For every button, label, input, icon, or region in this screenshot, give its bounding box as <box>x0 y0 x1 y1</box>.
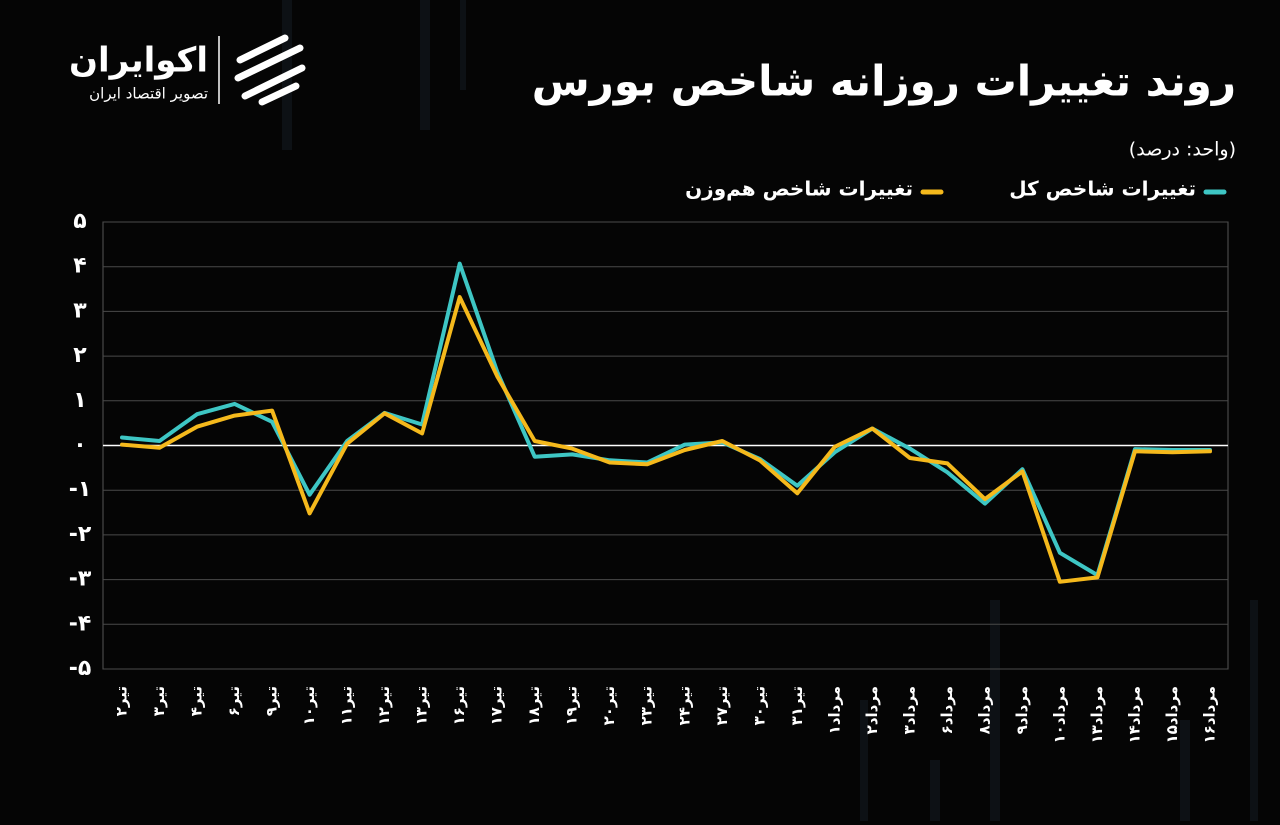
x-tick-label: تیر۱۶ <box>450 686 468 725</box>
x-tick-label: مرداد۱۴ <box>1125 686 1143 743</box>
y-tick-label: -۴ <box>69 611 92 636</box>
logo-icon <box>234 34 306 106</box>
x-tick-label: مرداد۱۵ <box>1163 686 1181 743</box>
x-tick-label: مرداد۹ <box>1013 686 1031 734</box>
series-line <box>120 261 1212 578</box>
x-tick-label: تیر۲۳ <box>638 686 656 725</box>
y-tick-label: ۰ <box>73 433 86 458</box>
logo-tagline: تصویر اقتصاد ایران <box>89 85 208 103</box>
y-tick-label: ۲ <box>73 343 87 368</box>
y-tick-label: -۱ <box>69 477 92 502</box>
x-tick-label: تیر۲۷ <box>713 686 731 725</box>
x-tick-label: مرداد۲ <box>863 686 881 734</box>
x-tick-label: تیر۱۰ <box>300 686 318 725</box>
x-tick-label: تیر۳ <box>150 686 168 716</box>
x-tick-label: تیر۲۰ <box>600 686 618 725</box>
legend-label: تغییرات شاخص کل <box>1009 177 1196 201</box>
legend-label: تغییرات شاخص هم‌وزن <box>685 177 913 201</box>
x-tick-label: تیر۹ <box>263 686 281 716</box>
x-tick-label: تیر۱۷ <box>488 686 506 725</box>
x-tick-label: مرداد۶ <box>938 686 956 734</box>
x-tick-label: مرداد۱۶ <box>1201 686 1219 743</box>
x-tick-label: تیر۳۰ <box>750 686 768 725</box>
x-tick-label: تیر۲۴ <box>675 686 693 725</box>
x-tick-label: مرداد۳ <box>900 686 918 734</box>
series-line <box>120 295 1212 584</box>
y-tick-label: -۳ <box>69 567 92 592</box>
y-tick-label: ۱ <box>73 388 86 413</box>
x-tick-label: تیر۱۳ <box>413 686 431 725</box>
chart-title: روند تغییرات روزانه شاخص بورس <box>532 57 1236 107</box>
x-tick-label: مرداد۸ <box>975 686 993 734</box>
x-tick-label: تیر۲ <box>113 686 131 716</box>
logo-name: اکوایران <box>69 41 208 81</box>
chart-subtitle: (واحد: درصد) <box>1129 139 1236 161</box>
y-tick-label: -۲ <box>69 522 92 547</box>
x-tick-label: تیر۴ <box>188 686 206 716</box>
x-tick-label: تیر۱۸ <box>525 686 543 725</box>
x-tick-label: مرداد۱۳ <box>1088 686 1106 743</box>
x-tick-label: تیر۶ <box>225 686 243 716</box>
x-tick-label: تیر۱۲ <box>375 686 393 725</box>
x-tick-label: مرداد۱ <box>825 686 843 734</box>
x-tick-label: تیر۱۱ <box>338 686 356 725</box>
y-tick-label: ۴ <box>73 254 86 279</box>
x-tick-label: تیر۱۹ <box>563 686 581 725</box>
y-tick-label: -۵ <box>69 656 92 681</box>
x-tick-label: مرداد۱۰ <box>1050 686 1068 743</box>
y-tick-label: ۳ <box>73 298 87 323</box>
x-tick-label: تیر۳۱ <box>788 686 806 725</box>
y-tick-label: ۵ <box>73 209 86 234</box>
